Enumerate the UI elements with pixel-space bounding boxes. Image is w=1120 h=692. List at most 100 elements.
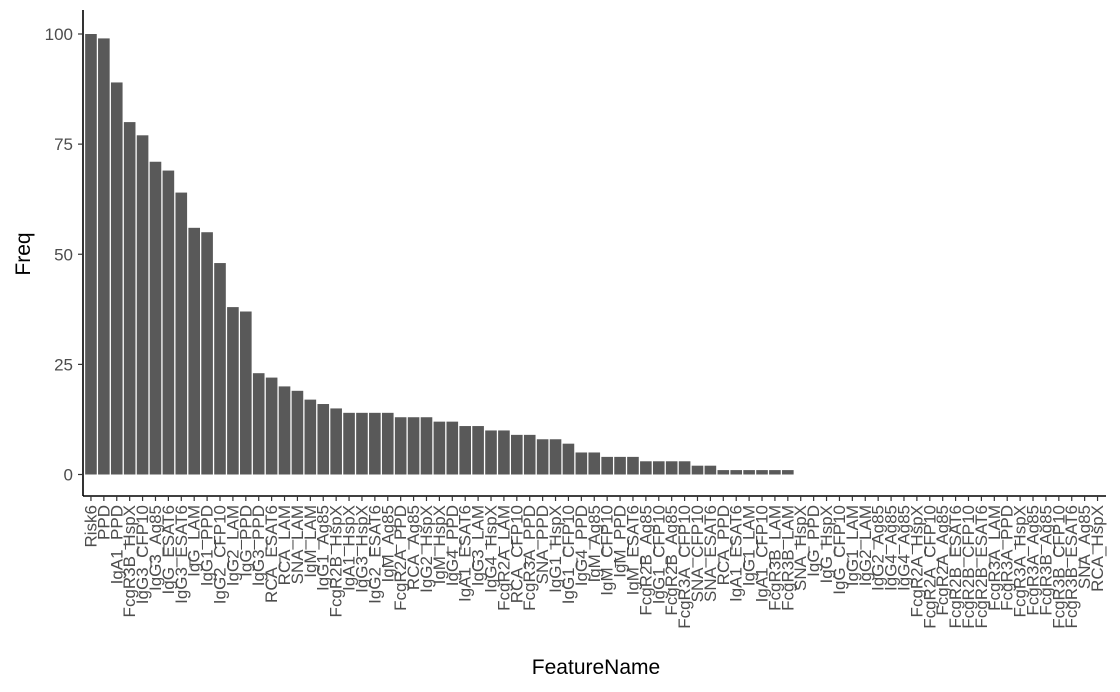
x-tick-label: IgG1_LAM bbox=[740, 505, 759, 586]
x-tick-label: IgG3_PPD bbox=[249, 505, 268, 586]
bar bbox=[588, 452, 601, 475]
x-tick-label: SNA_PPD bbox=[533, 505, 552, 584]
y-axis-title: Freq bbox=[12, 232, 35, 275]
x-axis: Risk6PPDIgA1_PPDFcgR3B_HspXIgG3_CFP10IgG… bbox=[81, 495, 1107, 629]
bar bbox=[317, 404, 330, 475]
bar bbox=[175, 192, 188, 475]
x-tick-label: IgG_ESAT6 bbox=[159, 505, 178, 594]
x-tick-label: SNA_ESAT6 bbox=[701, 505, 720, 602]
x-tick-label: IgG4_PPD bbox=[572, 505, 591, 586]
x-tick-label: IgM_CFP10 bbox=[598, 505, 617, 596]
x-tick-label: IgG_HspX bbox=[817, 505, 836, 583]
x-tick-label: SNA_LAM bbox=[288, 505, 307, 584]
bar bbox=[265, 377, 278, 475]
x-tick-label: FcgR2B_HspX bbox=[327, 505, 346, 617]
x-tick-label: FcgR3A_HspX bbox=[1011, 505, 1030, 617]
x-tick-label: FcgR2B_ESAT6 bbox=[946, 505, 965, 628]
x-tick-label: IgG1_PPD bbox=[198, 505, 217, 586]
x-tick-label: FcgR3A_PPD bbox=[520, 505, 539, 611]
x-tick-label: IgG4_Ag85 bbox=[894, 505, 913, 591]
x-tick-label: FcgR3A_Ag85 bbox=[1024, 505, 1043, 616]
x-tick-label: IgG4_HspX bbox=[482, 505, 501, 593]
bar bbox=[485, 430, 497, 475]
bar bbox=[433, 421, 446, 475]
x-tick-label: RCA_CFP10 bbox=[507, 505, 526, 603]
x-tick-label: FcgR2A_PPD bbox=[391, 505, 410, 611]
x-tick-label: Risk6 bbox=[81, 505, 100, 548]
bar bbox=[678, 461, 691, 475]
x-tick-label: IgM_Ag85 bbox=[585, 505, 604, 583]
x-tick-label: IgA1_HspX bbox=[340, 505, 359, 591]
x-tick-label: IgG4_PPD bbox=[443, 505, 462, 586]
bar bbox=[704, 465, 717, 475]
y-tick-label: 75 bbox=[54, 135, 73, 154]
x-tick-label: FcgR3A_PPD bbox=[998, 505, 1017, 611]
x-tick-label: FcgR3A_LAM bbox=[985, 505, 1004, 611]
x-tick-label: IgG_PPD bbox=[804, 505, 823, 577]
x-tick-label: FcgR2A_LAM bbox=[494, 505, 513, 611]
bar bbox=[446, 421, 459, 475]
x-tick-label: IgM_Ag85 bbox=[378, 505, 397, 583]
bar bbox=[782, 470, 794, 475]
bar bbox=[252, 373, 265, 475]
x-tick-label: FcgR2A_Ag85 bbox=[933, 505, 952, 616]
y-tick-label: 100 bbox=[45, 25, 73, 44]
x-axis-title: FeatureName bbox=[532, 656, 660, 679]
x-tick-label: IgG4_Ag85 bbox=[882, 505, 901, 591]
x-tick-label: IgG2_LAM bbox=[223, 505, 242, 586]
bar bbox=[201, 232, 213, 475]
bar bbox=[769, 470, 781, 475]
x-tick-label: IgG3_LAM bbox=[469, 505, 488, 586]
bar bbox=[614, 456, 626, 475]
x-tick-label: FcgR3A_CFP10 bbox=[675, 505, 694, 629]
x-tick-label: IgG3_HspX bbox=[352, 505, 371, 593]
bar bbox=[188, 227, 200, 475]
x-tick-label: FcgR2B_Ag85 bbox=[662, 505, 681, 616]
y-tick-label: 0 bbox=[64, 466, 73, 485]
x-tick-label: IgA1_ESAT6 bbox=[727, 505, 746, 602]
bar bbox=[549, 439, 562, 475]
x-tick-label: IgA1_ESAT6 bbox=[456, 505, 475, 602]
bar bbox=[730, 470, 743, 475]
x-tick-label: FcgR3B_HspX bbox=[120, 505, 139, 617]
bar bbox=[665, 461, 678, 475]
bar bbox=[523, 434, 536, 475]
bar bbox=[304, 399, 317, 475]
bar bbox=[394, 417, 407, 475]
bar bbox=[136, 135, 149, 475]
bar bbox=[511, 434, 523, 475]
y-tick-label: 50 bbox=[54, 245, 73, 264]
bar bbox=[627, 456, 639, 475]
bar bbox=[330, 408, 342, 475]
bar bbox=[227, 307, 239, 475]
bar bbox=[369, 412, 381, 475]
bar bbox=[162, 170, 175, 475]
x-tick-label: FcgR2B_ESAT6 bbox=[972, 505, 991, 628]
x-tick-label: IgG3_CFP10 bbox=[133, 505, 152, 604]
y-tick-label: 25 bbox=[54, 355, 73, 374]
x-tick-label: FcgR3B_LAM bbox=[778, 505, 797, 611]
x-tick-label: IgG2_HspX bbox=[417, 505, 436, 593]
bar bbox=[756, 470, 768, 475]
x-tick-label: RCA_PPD bbox=[714, 505, 733, 585]
x-tick-label: IgG1_CFP10 bbox=[559, 505, 578, 604]
x-tick-label: IgG1_LAM bbox=[843, 505, 862, 586]
x-tick-label: FcgR3B_Ag85 bbox=[1036, 505, 1055, 616]
x-tick-label: IgG_PPD bbox=[236, 505, 255, 577]
bar bbox=[498, 430, 510, 475]
bar bbox=[291, 390, 304, 475]
x-tick-label: IgM_ESAT6 bbox=[623, 505, 642, 595]
bar bbox=[472, 426, 484, 475]
y-axis: 0 25 50 75 100 bbox=[45, 10, 84, 496]
bar bbox=[356, 412, 368, 475]
bar bbox=[407, 417, 420, 475]
x-tick-label: IgG1_HspX bbox=[546, 505, 565, 593]
x-tick-label: IgA1_PPD bbox=[107, 505, 126, 584]
x-tick-label: RCA_ESAT6 bbox=[262, 505, 281, 603]
bar bbox=[640, 461, 652, 475]
bar bbox=[601, 456, 613, 475]
bar bbox=[98, 38, 110, 475]
bar bbox=[85, 34, 97, 475]
x-tick-label: IgA1_CFP10 bbox=[753, 505, 772, 602]
